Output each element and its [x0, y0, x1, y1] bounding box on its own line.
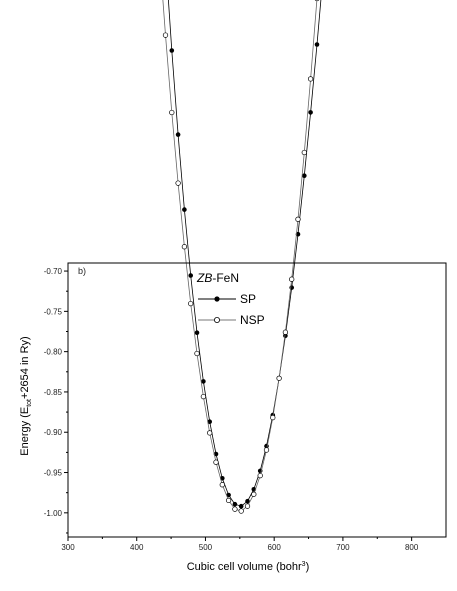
data-point-nsp — [225, 497, 232, 504]
data-point-sp — [175, 132, 181, 137]
legend: ZB-FeN SP NSP — [196, 271, 265, 327]
data-point-sp — [302, 173, 307, 178]
y-tick-label: -0.95 — [44, 469, 63, 478]
data-point-nsp — [307, 76, 314, 82]
data-point-nsp — [181, 244, 188, 250]
data-point-sp — [182, 207, 187, 212]
data-point-sp — [238, 503, 244, 509]
data-point-nsp — [219, 482, 225, 488]
data-point-nsp — [257, 472, 263, 479]
data-point-nsp — [175, 180, 181, 186]
data-point-sp — [194, 330, 200, 336]
data-point-sp — [289, 285, 295, 290]
data-point-sp — [314, 42, 320, 47]
data-point-sp — [308, 110, 313, 115]
data-point-nsp — [169, 109, 175, 116]
x-tick-label: 300 — [61, 543, 75, 552]
data-point-nsp — [238, 508, 244, 514]
data-point-nsp — [162, 32, 169, 38]
data-point-sp — [201, 379, 206, 384]
legend-label-nsp: NSP — [240, 313, 265, 327]
data-point-nsp — [232, 506, 238, 512]
data-point-nsp — [263, 447, 270, 453]
x-axis-title: Cubic cell volume (bohr3) — [187, 561, 310, 573]
y-tick-label: -1.00 — [44, 509, 63, 518]
series-line-nsp — [162, 0, 318, 512]
data-point-nsp — [200, 393, 207, 400]
x-tick-label: 600 — [268, 543, 282, 552]
data-point-sp — [232, 501, 238, 507]
series-line-sp — [167, 0, 322, 507]
legend-title: ZB-FeN — [196, 271, 239, 285]
data-point-nsp — [276, 375, 282, 381]
data-point-sp — [226, 492, 231, 498]
y-tick-label: -0.75 — [44, 307, 63, 316]
data-point-nsp — [244, 503, 251, 509]
plot-frame — [67, 262, 447, 538]
data-point-nsp — [188, 300, 194, 307]
data-point-nsp — [207, 430, 213, 436]
x-tick-label: 400 — [130, 543, 144, 552]
y-tick-label: -0.70 — [44, 267, 63, 276]
data-point-sp — [245, 498, 250, 504]
data-point-nsp — [194, 350, 200, 357]
data-point-sp — [207, 419, 212, 425]
data-point-nsp — [301, 149, 307, 156]
y-axis-title: Energy (Etot+2654 in Ry) — [19, 336, 33, 455]
axis-ticks: 300 400 500 600 700 800 -0.70 -0.75 -0.80 -0.85 -0… — [44, 267, 419, 552]
data-point-nsp — [282, 329, 289, 335]
legend-marker-sp — [214, 296, 220, 302]
data-point-nsp — [289, 276, 295, 282]
data-point-sp — [169, 48, 175, 53]
y-tick-label: -0.85 — [44, 388, 63, 397]
data-point-sp — [188, 273, 193, 278]
x-tick-label: 500 — [199, 543, 213, 552]
x-tick-label: 700 — [336, 543, 350, 552]
panel-label: b) — [78, 266, 86, 276]
y-tick-label: -0.80 — [44, 348, 63, 357]
x-tick-label: 800 — [405, 543, 419, 552]
data-point-nsp — [213, 459, 219, 465]
legend-marker-nsp — [213, 316, 220, 323]
data-point-nsp — [270, 414, 276, 421]
legend-label-sp: SP — [240, 292, 256, 306]
y-tick-label: -0.90 — [44, 428, 63, 437]
data-point-nsp — [314, 0, 320, 2]
data-point-nsp — [251, 491, 257, 497]
series-layer — [162, 0, 322, 514]
data-point-nsp — [295, 216, 301, 222]
